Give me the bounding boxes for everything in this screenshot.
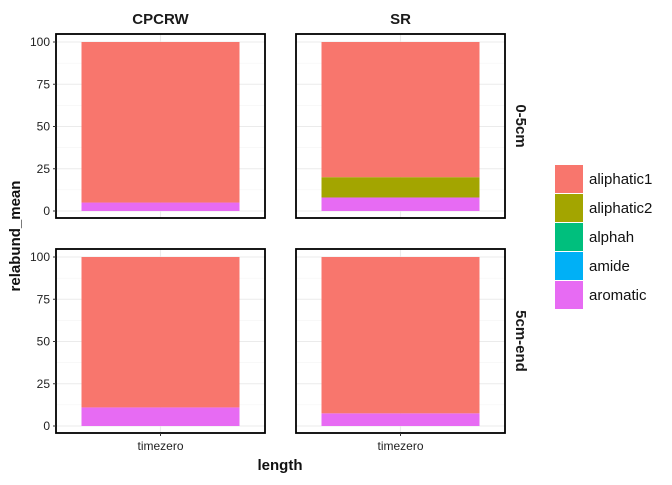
- bar-segment-aliphatic1: [81, 257, 240, 408]
- panel-sr-0-5cm: [295, 33, 506, 219]
- y-tick-label: 100: [30, 250, 50, 264]
- legend-label: aliphatic2: [589, 200, 652, 217]
- legend: aliphatic1 aliphatic2 alphah amide aromatic: [555, 165, 652, 309]
- legend-item: aromatic: [555, 281, 647, 309]
- x-axis-title: length: [258, 457, 303, 474]
- legend-label: aliphatic1: [589, 171, 652, 188]
- bar-segment-aromatic: [81, 407, 240, 426]
- bar-segment-aliphatic1: [81, 42, 240, 203]
- bar-segment-aliphatic2: [321, 177, 480, 198]
- legend-label: aromatic: [589, 287, 647, 304]
- bar-segment-aromatic: [321, 413, 480, 426]
- y-tick-label: 0: [43, 204, 50, 218]
- legend-key: [555, 223, 583, 251]
- legend-item: amide: [555, 252, 630, 280]
- legend-key: [555, 252, 583, 280]
- panel-border: [295, 33, 506, 219]
- y-tick-label: 25: [37, 377, 51, 391]
- legend-key: [555, 165, 583, 193]
- strip-label-row: 0-5cm: [512, 104, 529, 147]
- bar-segment-aliphatic1: [321, 257, 480, 414]
- strip-label-column: SR: [390, 11, 411, 28]
- axes-layer: 0 25 50 75 100 0 25 50 75 100 timezero timezero: [30, 35, 424, 453]
- panel-sr-5cm-end: [295, 248, 506, 434]
- bar-segment-aromatic: [81, 202, 240, 211]
- y-tick-label: 50: [37, 120, 51, 134]
- legend-item: aliphatic2: [555, 194, 652, 222]
- legend-label: amide: [589, 258, 630, 275]
- legend-key: [555, 194, 583, 222]
- panel-cpcrw-5cm-end: [55, 248, 266, 434]
- legend-item: aliphatic1: [555, 165, 652, 193]
- bar-segment-aromatic: [321, 197, 480, 211]
- y-tick-label: 75: [37, 77, 51, 91]
- bar-segment-aliphatic1: [321, 42, 480, 178]
- panel-cpcrw-0-5cm: [55, 33, 266, 219]
- panels-layer: [55, 33, 506, 434]
- y-tick-label: 0: [43, 419, 50, 433]
- y-axis-title: relabund_mean: [7, 181, 24, 292]
- legend-item: alphah: [555, 223, 634, 251]
- x-tick-label: timezero: [137, 439, 183, 453]
- strip-label-row: 5cm-end: [512, 310, 529, 372]
- x-tick-label: timezero: [377, 439, 423, 453]
- legend-label: alphah: [589, 229, 634, 246]
- y-tick-label: 75: [37, 292, 51, 306]
- strip-label-column: CPCRW: [132, 11, 189, 28]
- y-tick-label: 50: [37, 335, 51, 349]
- legend-key: [555, 281, 583, 309]
- y-tick-label: 25: [37, 162, 51, 176]
- strip-labels: CPCRW SR 0-5cm 5cm-end: [132, 11, 529, 372]
- y-tick-label: 100: [30, 35, 50, 49]
